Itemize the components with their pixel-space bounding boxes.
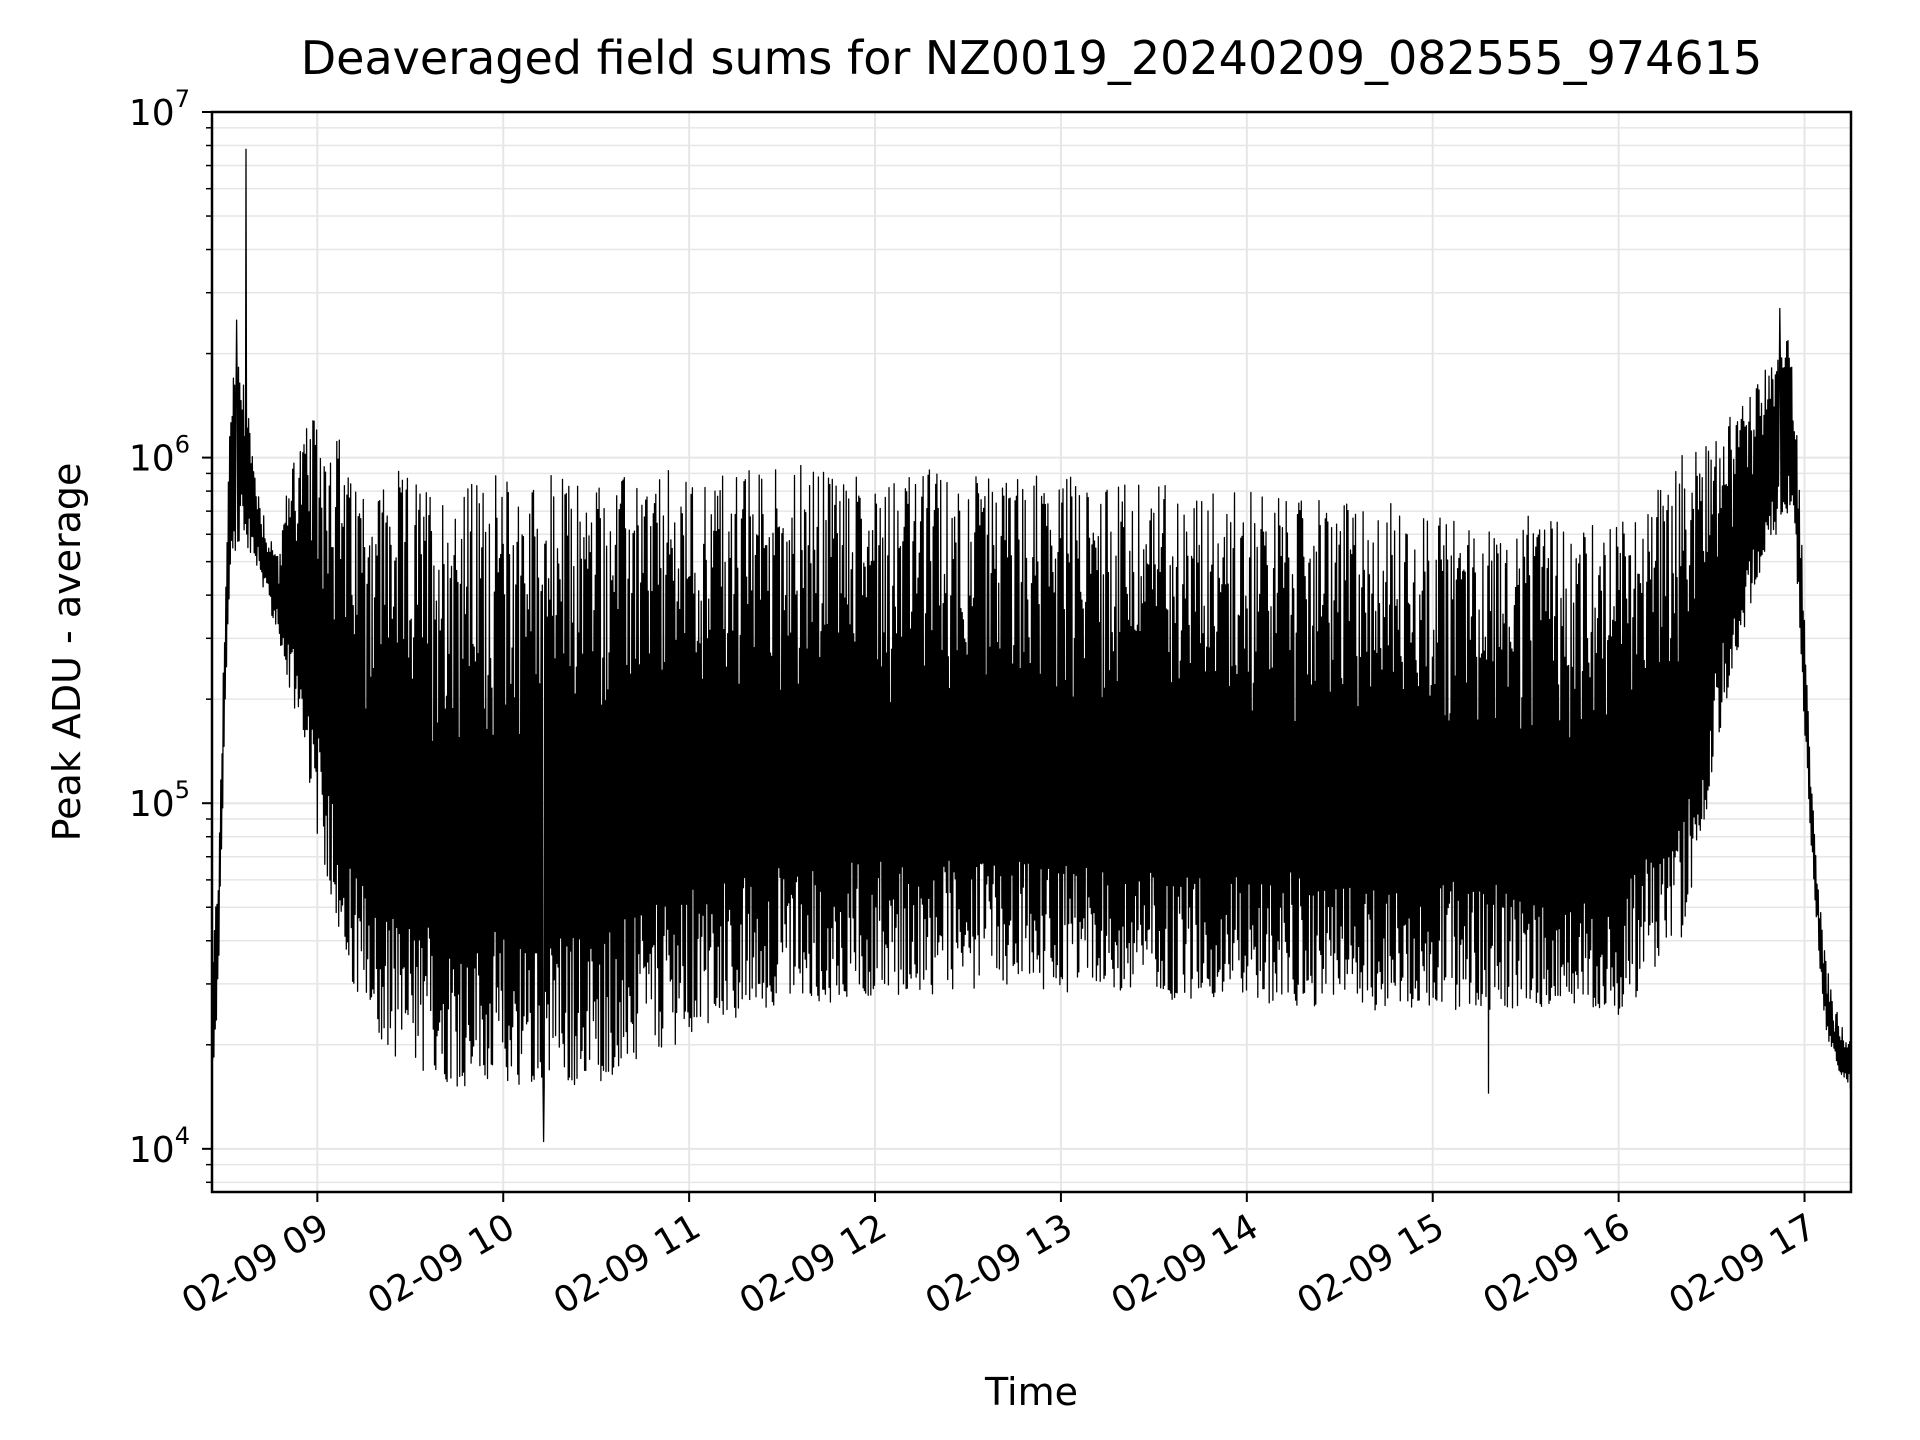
series-line (211, 148, 1852, 1143)
y-tick-label: 106 (129, 431, 190, 480)
plot-frame (210, 110, 1853, 1194)
x-tick-label: 02-09 13 (919, 1206, 1080, 1322)
y-tick-label: 104 (129, 1122, 190, 1171)
chart-title: Deaveraged field sums for NZ0019_2024020… (301, 31, 1762, 85)
x-tick-label: 02-09 12 (733, 1206, 894, 1322)
y-tick-label: 105 (129, 776, 190, 825)
x-tick-label: 02-09 09 (175, 1206, 336, 1322)
x-tick-label: 02-09 11 (547, 1206, 708, 1322)
x-tick-label: 02-09 17 (1662, 1206, 1823, 1322)
series-lines (211, 148, 1852, 1143)
x-tick-label: 02-09 10 (361, 1206, 522, 1322)
y-tick-label: 107 (129, 85, 190, 134)
x-tick-label: 02-09 16 (1476, 1206, 1637, 1322)
x-tick-label: 02-09 14 (1105, 1206, 1266, 1322)
x-axis-label: Time (984, 1370, 1078, 1414)
y-axis-label: Peak ADU - average (45, 463, 89, 842)
x-tick-label: 02-09 15 (1291, 1206, 1452, 1322)
